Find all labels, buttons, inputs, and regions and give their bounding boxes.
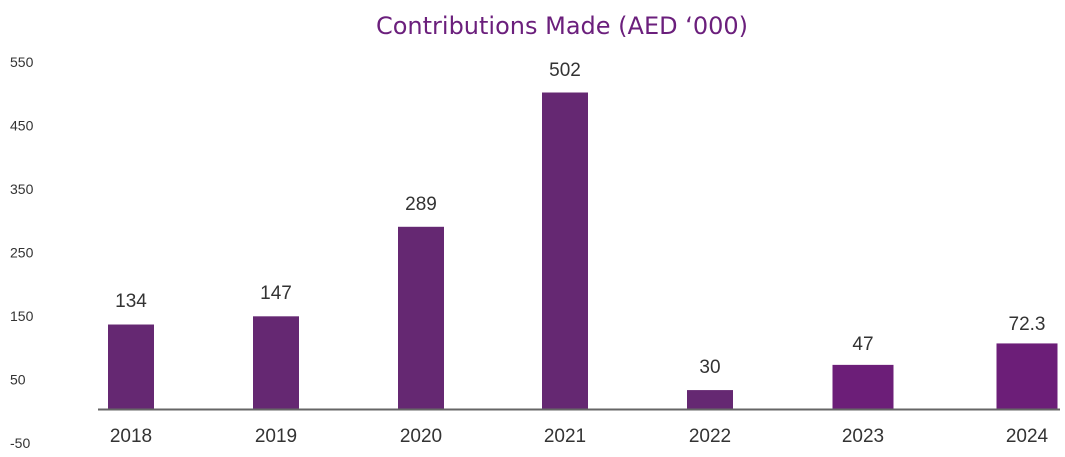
x-tick-label-2023: 2023 (842, 426, 884, 447)
x-tick-label-2019: 2019 (255, 426, 297, 447)
y-tick-label: 350 (10, 181, 34, 197)
y-tick-label: 50 (10, 372, 26, 388)
data-label-2018: 134 (115, 291, 147, 312)
data-label-2022: 30 (699, 357, 720, 378)
bar-2020 (398, 226, 444, 409)
y-axis-ticks: 550 450 350 250 150 50 -50 (10, 54, 34, 451)
x-tick-label-2018: 2018 (110, 426, 152, 447)
y-tick-label: 250 (10, 245, 34, 261)
data-label-2024: 72.3 (1009, 314, 1046, 335)
bars (108, 92, 1058, 409)
bar-2019 (253, 316, 299, 409)
x-tick-label-2021: 2021 (544, 426, 586, 447)
data-label-2020: 289 (405, 194, 437, 215)
data-labels: 134 147 289 502 30 47 72.3 (115, 60, 1045, 378)
y-tick-label: 550 (10, 54, 34, 70)
y-tick-label: 450 (10, 118, 34, 134)
data-label-2023: 47 (852, 334, 873, 355)
bar-2022 (687, 390, 733, 409)
y-tick-label: 150 (10, 308, 34, 324)
chart-title: Contributions Made (AED ‘000) (376, 12, 748, 40)
data-label-2021: 502 (549, 60, 581, 81)
bar-2021 (542, 92, 588, 409)
x-tick-label-2024: 2024 (1006, 426, 1049, 447)
y-tick-label: -50 (10, 435, 30, 451)
bar-2024 (996, 343, 1058, 409)
x-axis-ticks: 2018 2019 2020 2021 2022 2023 2024 (110, 426, 1049, 447)
bar-2018 (108, 324, 154, 409)
x-tick-label-2020: 2020 (400, 426, 442, 447)
x-tick-label-2022: 2022 (689, 426, 731, 447)
data-label-2019: 147 (260, 283, 292, 304)
bar-2023 (832, 364, 894, 409)
